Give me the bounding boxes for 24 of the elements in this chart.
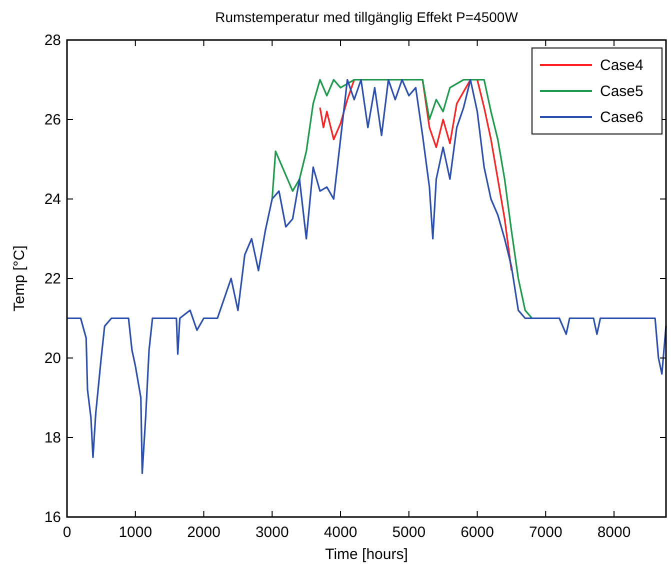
x-tick-label: 2000 — [187, 524, 220, 541]
legend-label: Case5 — [600, 83, 644, 100]
x-tick-label: 3000 — [255, 524, 289, 541]
y-tick-label: 26 — [44, 112, 61, 128]
x-tick-label: 7000 — [528, 524, 562, 541]
x-axis-title: Time [hours] — [325, 546, 408, 563]
x-tick-label: 0 — [62, 524, 72, 541]
x-tick-label: 8000 — [597, 524, 631, 541]
x-tick-label: 5000 — [392, 524, 426, 541]
x-tick-label: 4000 — [324, 524, 358, 541]
line-series — [66, 78, 667, 474]
y-tick-label: 16 — [44, 509, 61, 526]
legend-label: Case4 — [600, 57, 644, 74]
y-axis-title: Temp [°C] — [11, 245, 28, 312]
y-tick-label: 28 — [44, 32, 61, 49]
x-tick-label: 6000 — [460, 524, 494, 541]
y-tick-label: 22 — [44, 270, 61, 288]
y-tick-label: 18 — [44, 430, 61, 446]
x-tick-label: 1000 — [118, 524, 152, 541]
y-tick-label: 24 — [44, 191, 61, 208]
legend-label: Case6 — [600, 109, 644, 126]
line-series — [271, 78, 533, 320]
y-tick-label: 20 — [44, 350, 61, 367]
chart-title: Rumstemperatur med tillgänglig Effekt P=4500W — [215, 9, 519, 25]
